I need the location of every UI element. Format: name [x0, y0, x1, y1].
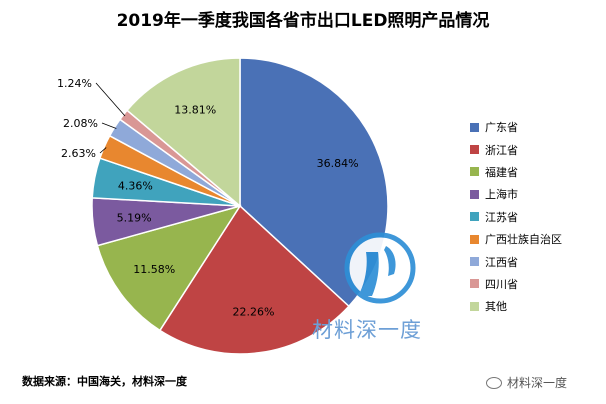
- legend-label-6: 江西省: [485, 255, 518, 269]
- data-label-0: 36.84%: [317, 157, 359, 170]
- leader-line-6: [101, 122, 117, 129]
- legend-item-6: 江西省: [470, 250, 562, 272]
- legend-item-4: 江苏省: [470, 206, 562, 228]
- legend-item-0: 广东省: [470, 116, 562, 138]
- data-label-1: 22.26%: [233, 306, 275, 319]
- legend-swatch-0: [470, 122, 479, 132]
- legend-item-2: 福建省: [470, 161, 562, 183]
- data-label-2: 11.58%: [133, 263, 175, 276]
- legend-label-3: 上海市: [485, 188, 518, 202]
- leader-line-7: [95, 82, 126, 117]
- wechat-account-name: 材料深一度: [507, 376, 568, 390]
- legend-label-2: 福建省: [485, 165, 518, 179]
- chart-legend: 广东省浙江省福建省上海市江苏省广西壮族自治区 江西省四川省其他: [470, 116, 562, 318]
- legend-swatch-7: [470, 279, 479, 289]
- data-label-8: 13.81%: [174, 103, 216, 116]
- watermark-logo-icon: [344, 232, 416, 304]
- legend-label-4: 江苏省: [485, 210, 518, 224]
- data-source-note: 数据来源：中国海关，材料深一度: [22, 375, 187, 388]
- legend-swatch-2: [470, 167, 479, 177]
- data-label-3: 5.19%: [117, 212, 152, 225]
- legend-swatch-6: [470, 257, 479, 267]
- data-label-5: 2.63%: [61, 147, 96, 160]
- pie-slice-2: [96, 204, 242, 332]
- watermark-text: 材料深一度: [312, 318, 422, 342]
- legend-label-7: 四川省: [485, 277, 518, 291]
- legend-item-5: 广西壮族自治区: [470, 228, 562, 250]
- legend-label-1: 浙江省: [485, 143, 518, 157]
- legend-item-7: 四川省: [470, 273, 562, 295]
- data-label-7: 1.24%: [57, 77, 92, 90]
- data-label-6: 2.08%: [63, 117, 98, 130]
- legend-label-0: 广东省: [485, 121, 518, 135]
- legend-swatch-4: [470, 212, 479, 222]
- legend-swatch-3: [470, 189, 479, 199]
- chart-title: 2019年一季度我国各省市出口LED照明产品情况: [116, 11, 490, 31]
- legend-label-5: 广西壮族自治区: [485, 233, 562, 247]
- pie-slice-8: [126, 57, 241, 208]
- legend-item-3: 上海市: [470, 183, 562, 205]
- wechat-icon: [486, 376, 502, 389]
- leader-line-5: [99, 147, 107, 154]
- legend-swatch-8: [470, 301, 479, 311]
- data-label-4: 4.36%: [118, 180, 153, 193]
- legend-swatch-5: [470, 234, 479, 244]
- pie-slice-1: [158, 204, 350, 355]
- legend-item-1: 浙江省: [470, 138, 562, 160]
- legend-label-8: 其他: [485, 300, 507, 314]
- wechat-watermark: 材料深一度: [486, 374, 567, 391]
- legend-swatch-1: [470, 145, 479, 155]
- legend-item-8: 其他: [470, 295, 562, 317]
